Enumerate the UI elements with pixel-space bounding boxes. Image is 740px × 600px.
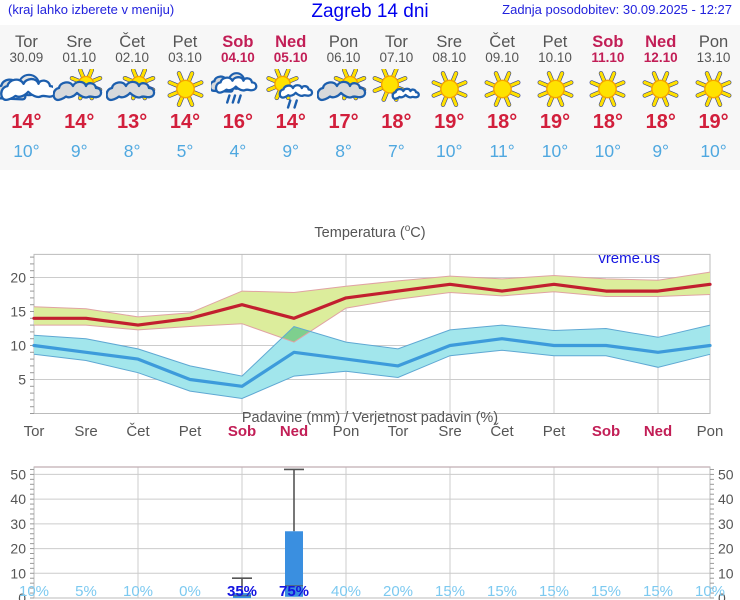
svg-text:40: 40 [718, 491, 734, 507]
svg-text:20: 20 [10, 269, 26, 285]
svg-text:10: 10 [718, 565, 734, 581]
svg-text:10: 10 [10, 337, 26, 353]
svg-text:30: 30 [718, 516, 734, 532]
svg-text:30: 30 [10, 516, 26, 532]
svg-text:10: 10 [10, 565, 26, 581]
svg-text:50: 50 [10, 466, 26, 482]
svg-text:15: 15 [10, 303, 26, 319]
svg-text:50: 50 [718, 466, 734, 482]
svg-text:20: 20 [10, 541, 26, 557]
svg-text:40: 40 [10, 491, 26, 507]
svg-text:5: 5 [18, 371, 26, 387]
svg-text:vreme.us: vreme.us [598, 250, 660, 267]
svg-text:20: 20 [718, 541, 734, 557]
